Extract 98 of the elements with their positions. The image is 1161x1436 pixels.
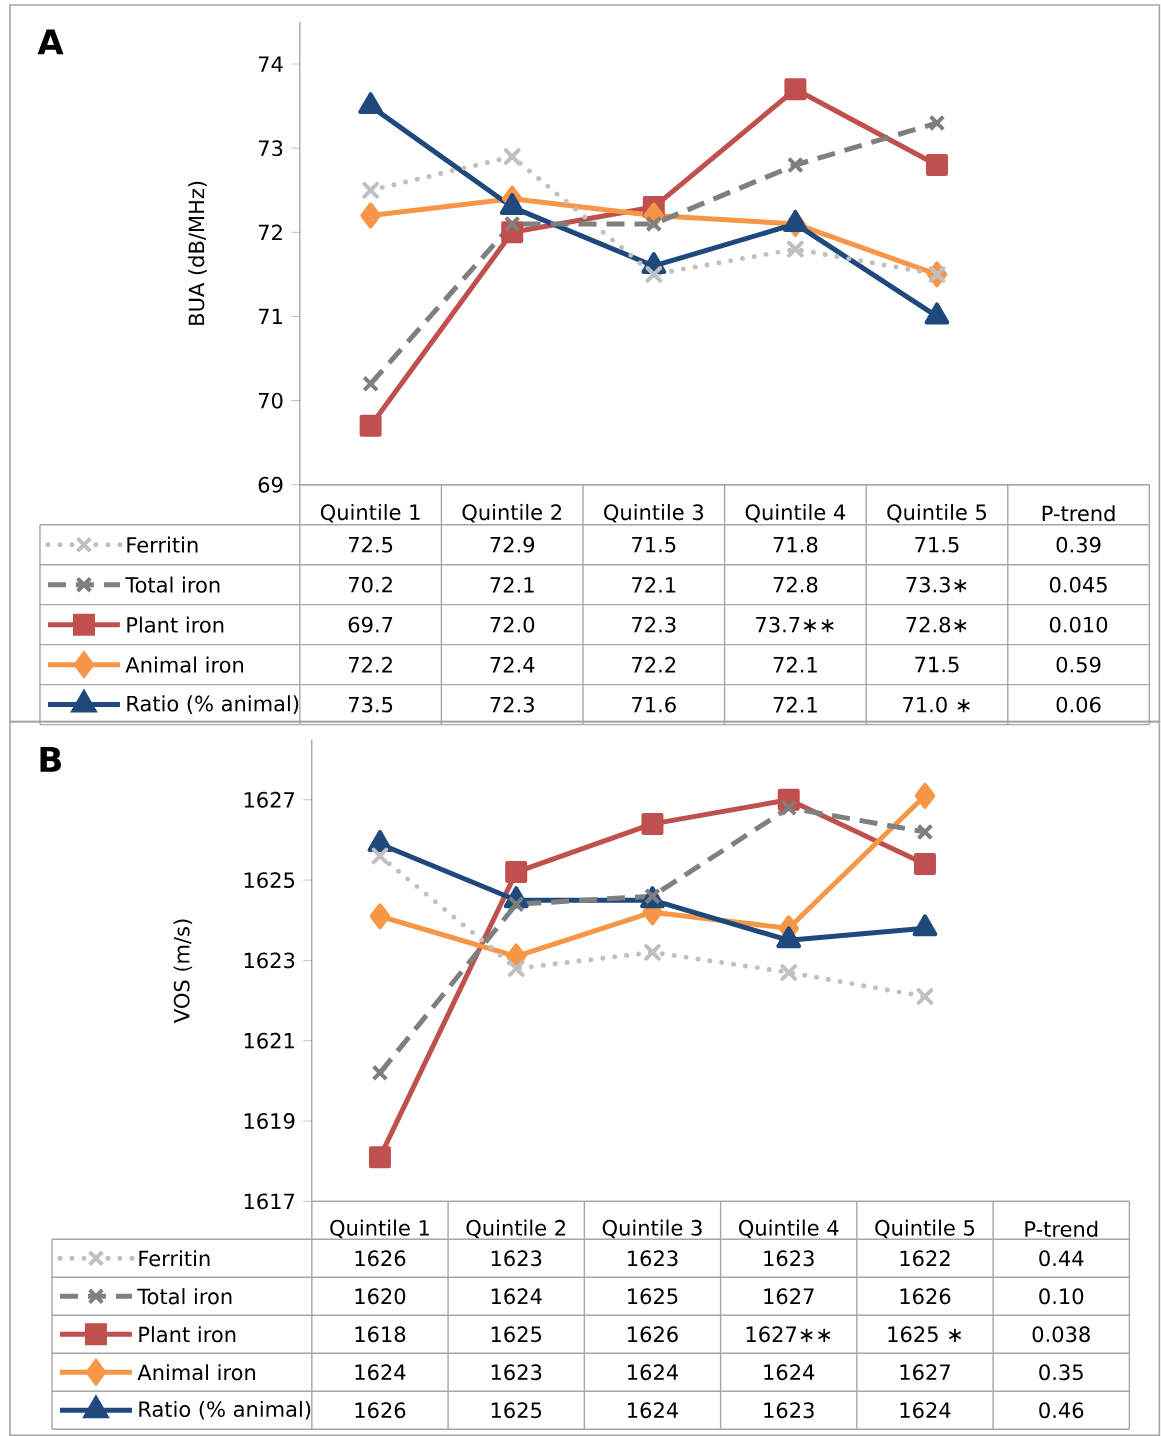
data-label: 72.2 bbox=[631, 656, 675, 673]
data-label: 72.9 bbox=[490, 536, 534, 553]
legend-label: Animal iron bbox=[125, 656, 243, 673]
x-tick-label: Quintile 5 bbox=[887, 503, 986, 523]
y-tick-label: 1623 bbox=[244, 952, 295, 969]
text: 0.10 bbox=[1039, 1288, 1084, 1305]
data-label: 1626 bbox=[627, 1326, 678, 1343]
data-label: 1622 bbox=[900, 1250, 950, 1267]
x-tick-label: Quintile 5 bbox=[875, 1219, 974, 1239]
data-label: 72.4 bbox=[490, 656, 535, 673]
x-tick-label: Quintile 2 bbox=[462, 503, 561, 523]
y-tick-label: 70 bbox=[258, 392, 283, 409]
x-tick-label: Quintile 4 bbox=[738, 1219, 839, 1239]
text: 0.46 bbox=[1039, 1402, 1084, 1419]
data-label: 1624 bbox=[627, 1402, 678, 1419]
y-axis-title: BUA (dB/MHz) bbox=[187, 181, 207, 325]
data-label: 69.7 bbox=[348, 616, 393, 633]
data-label: 1623 bbox=[627, 1250, 678, 1267]
y-tick-label: 72 bbox=[258, 224, 282, 241]
x-tick-label: Quintile 1 bbox=[330, 1219, 429, 1239]
data-label: 1625 bbox=[627, 1288, 678, 1305]
text: 0.06 bbox=[1056, 696, 1101, 713]
legend-label: Plant iron bbox=[139, 1326, 236, 1343]
data-label: 1624 bbox=[355, 1364, 406, 1381]
y-tick-label: 1621 bbox=[244, 1032, 294, 1049]
text: 0.59 bbox=[1056, 656, 1101, 673]
data-label: 1625 bbox=[491, 1326, 541, 1343]
y-tick-label: 71 bbox=[258, 308, 282, 325]
legend-label: Total iron bbox=[125, 576, 220, 593]
data-label: 71.0 ∗ bbox=[903, 696, 970, 713]
data-label: 1626 bbox=[355, 1402, 406, 1419]
data-label: 1624 bbox=[764, 1364, 815, 1381]
text: 0.010 bbox=[1049, 616, 1108, 633]
data-label: 73.5 bbox=[348, 696, 392, 713]
x-tick-label: Quintile 1 bbox=[320, 503, 420, 523]
data-label: 72.1 bbox=[773, 656, 817, 673]
text: 0.35 bbox=[1039, 1364, 1083, 1381]
legend-label: Plant iron bbox=[127, 616, 224, 633]
legend-label: Ratio (% animal) bbox=[139, 1400, 311, 1420]
text: 0.39 bbox=[1056, 536, 1101, 553]
y-tick-label: 73 bbox=[258, 140, 283, 157]
y-tick-label: 74 bbox=[258, 56, 283, 72]
data-label: 72.1 bbox=[490, 576, 534, 593]
text: 0.038 bbox=[1032, 1326, 1090, 1343]
data-label: 71.5 bbox=[915, 536, 959, 553]
data-label: 1618 bbox=[355, 1326, 406, 1343]
y-tick-label: 1619 bbox=[244, 1113, 295, 1129]
y-tick-label: 1627 bbox=[244, 791, 294, 808]
data-label: 1625 ∗ bbox=[888, 1326, 961, 1343]
y-tick-label: 1625 bbox=[244, 872, 294, 889]
x-tick-label: P-trend bbox=[1042, 505, 1115, 522]
data-label: 72.2 bbox=[348, 656, 392, 673]
data-label: 72.8 bbox=[773, 576, 818, 593]
data-label: 72.3 bbox=[490, 696, 534, 713]
data-label: 71.6 bbox=[631, 696, 676, 713]
data-label: 1623 bbox=[491, 1364, 542, 1381]
data-label: 72.0 bbox=[490, 616, 534, 633]
x-tick-label: Quintile 2 bbox=[466, 1219, 565, 1239]
data-label: 72.1 bbox=[631, 576, 676, 593]
data-label: 1626 bbox=[900, 1288, 951, 1305]
y-tick-label: 69 bbox=[258, 476, 283, 493]
data-label: 70.2 bbox=[348, 576, 392, 593]
data-label: 71.8 bbox=[773, 536, 818, 553]
data-label: 73.7∗∗ bbox=[756, 616, 834, 633]
y-tick-label: 1617 bbox=[244, 1193, 294, 1210]
legend-label: Animal iron bbox=[137, 1364, 255, 1381]
data-label: 1625 bbox=[491, 1402, 541, 1419]
data-label: 72.8∗ bbox=[906, 616, 967, 633]
data-label: 73.3∗ bbox=[906, 576, 967, 593]
text: 0.045 bbox=[1049, 576, 1107, 593]
data-label: 1626 bbox=[355, 1250, 406, 1267]
data-label: 71.5 bbox=[915, 656, 959, 673]
x-tick-label: P-trend bbox=[1025, 1220, 1098, 1237]
legend-label: Ferritin bbox=[127, 536, 198, 553]
data-label: 1624 bbox=[627, 1364, 678, 1381]
data-label: 72.1 bbox=[773, 696, 817, 713]
data-label: 1627∗∗ bbox=[746, 1326, 831, 1343]
data-label: 1624 bbox=[491, 1288, 542, 1305]
data-label: 72.5 bbox=[348, 536, 392, 553]
data-label: 1623 bbox=[764, 1402, 814, 1419]
data-label: 1627 bbox=[764, 1288, 814, 1305]
legend-label: Ratio (% animal) bbox=[127, 695, 299, 714]
x-tick-label: Quintile 3 bbox=[602, 1219, 702, 1239]
data-label: 72.3 bbox=[631, 616, 676, 633]
data-label: 71.5 bbox=[631, 536, 676, 553]
chart-title: B bbox=[40, 746, 61, 772]
data-label: 1627 bbox=[900, 1364, 950, 1381]
y-axis-title: VOS (m/s) bbox=[173, 919, 192, 1023]
chart-title: A bbox=[37, 29, 64, 55]
data-label: 1624 bbox=[900, 1402, 951, 1419]
data-label: 1623 bbox=[491, 1250, 542, 1267]
legend-label: Ferritin bbox=[139, 1250, 210, 1267]
x-tick-label: Quintile 4 bbox=[745, 503, 845, 523]
data-label: 1620 bbox=[355, 1288, 406, 1305]
x-tick-label: Quintile 3 bbox=[603, 503, 703, 523]
text: 0.44 bbox=[1039, 1250, 1084, 1267]
legend-label: Total iron bbox=[137, 1288, 232, 1305]
data-label: 1623 bbox=[764, 1250, 814, 1267]
